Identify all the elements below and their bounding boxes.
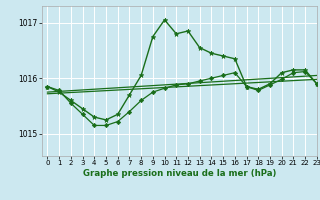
X-axis label: Graphe pression niveau de la mer (hPa): Graphe pression niveau de la mer (hPa) — [83, 169, 276, 178]
